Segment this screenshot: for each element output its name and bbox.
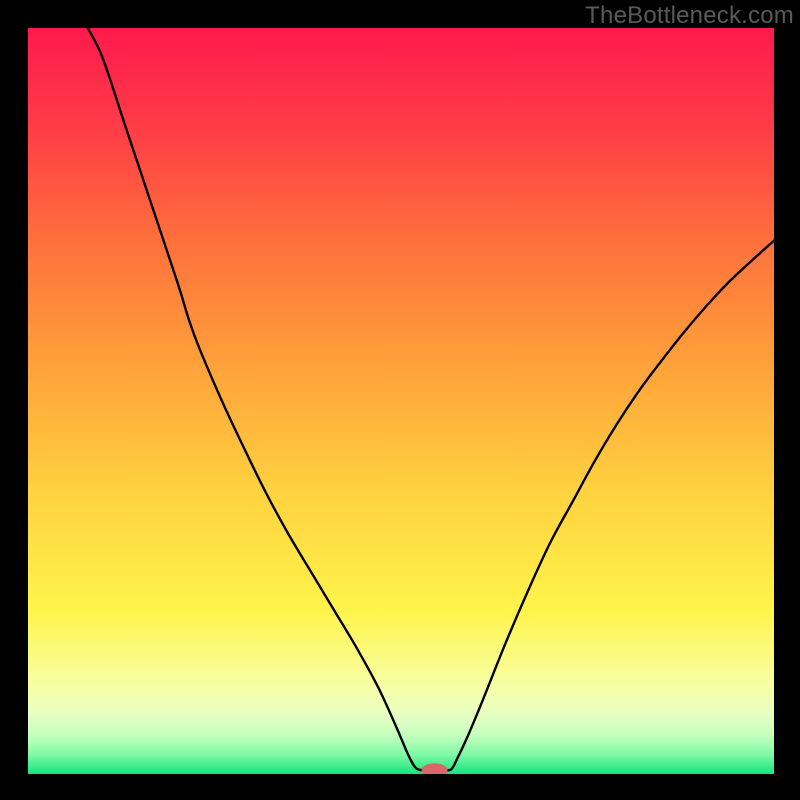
plot-area bbox=[28, 28, 774, 774]
plot-svg bbox=[28, 28, 774, 774]
canvas: TheBottleneck.com bbox=[0, 0, 800, 800]
watermark-text: TheBottleneck.com bbox=[585, 2, 794, 30]
gradient-background bbox=[28, 28, 774, 774]
